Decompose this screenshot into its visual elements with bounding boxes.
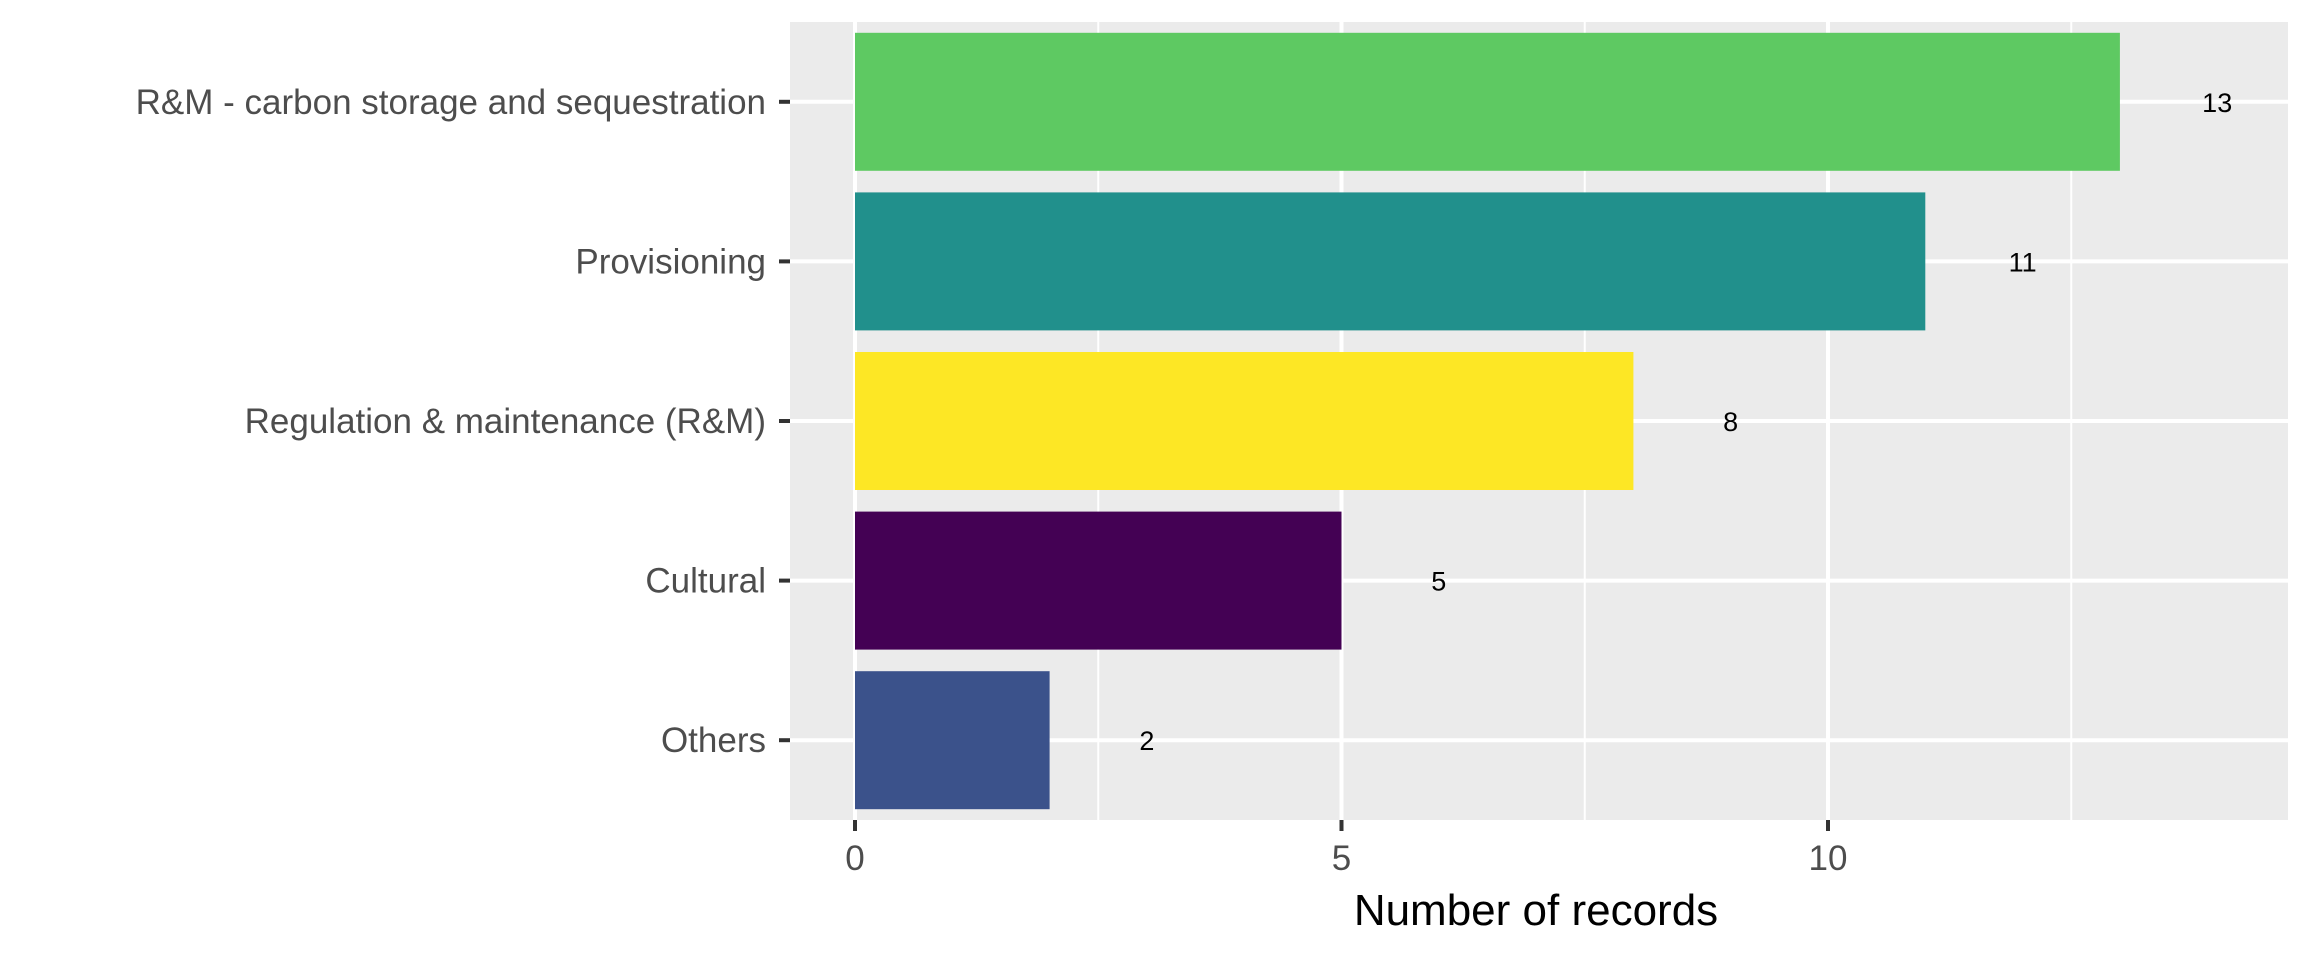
x-axis: 0 5 10 — [845, 820, 1847, 878]
bar — [855, 192, 1926, 331]
y-tick-label: Regulation & maintenance (R&M) — [245, 402, 766, 441]
y-axis: R&M - carbon storage and sequestration Pr… — [136, 83, 790, 760]
y-tick-label: Provisioning — [575, 242, 766, 281]
bar — [855, 671, 1050, 810]
x-tick-label: 5 — [1332, 839, 1351, 878]
data-label: 2 — [1139, 726, 1154, 756]
x-tick-label: 0 — [845, 839, 864, 878]
bar — [855, 511, 1342, 650]
data-labels: 13 11 8 5 2 — [1139, 88, 2232, 756]
data-label: 8 — [1723, 407, 1738, 437]
x-tick-label: 10 — [1809, 839, 1848, 878]
y-tick-label: Cultural — [645, 562, 766, 601]
y-tick-label: R&M - carbon storage and sequestration — [136, 83, 766, 122]
data-label: 13 — [2202, 88, 2232, 118]
y-tick-label: Others — [661, 721, 766, 760]
bar — [855, 32, 2120, 171]
bars — [855, 32, 2120, 810]
bar — [855, 352, 1634, 490]
data-label: 11 — [2009, 247, 2037, 277]
x-axis-title: Number of records — [1354, 886, 1718, 935]
data-label: 5 — [1431, 567, 1446, 597]
